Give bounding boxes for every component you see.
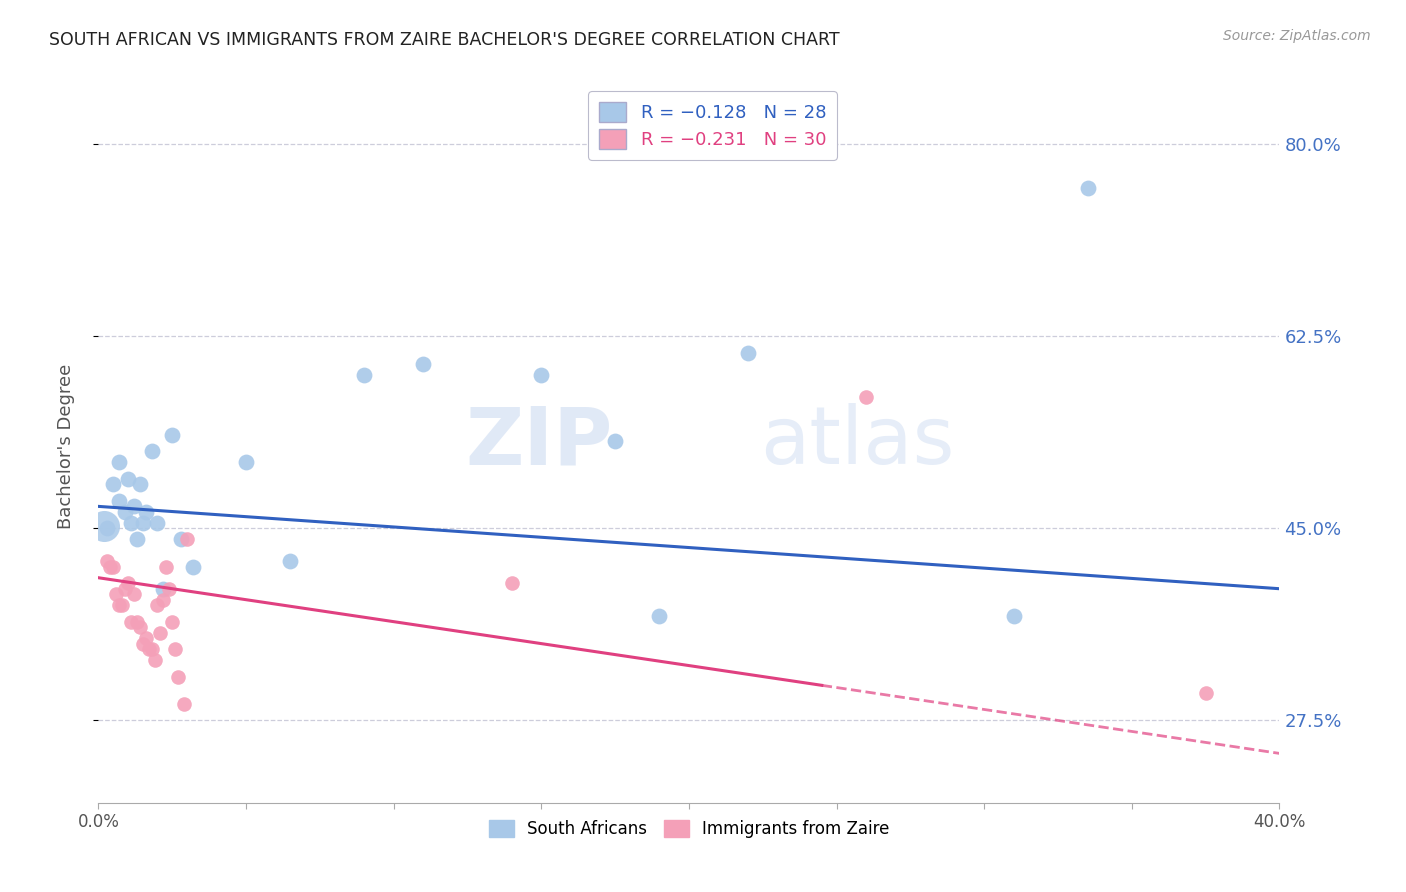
- Point: [173, 697, 195, 711]
- Text: Source: ZipAtlas.com: Source: ZipAtlas.com: [1223, 29, 1371, 43]
- Legend: South Africans, Immigrants from Zaire: South Africans, Immigrants from Zaire: [482, 813, 896, 845]
- Point: [128, 477, 150, 491]
- Point: [98, 559, 121, 574]
- Point: [855, 390, 877, 404]
- Point: [114, 582, 136, 596]
- Point: [135, 631, 157, 645]
- Point: [128, 620, 150, 634]
- Point: [1002, 609, 1025, 624]
- Point: [165, 642, 187, 657]
- Point: [146, 516, 169, 530]
- Point: [162, 428, 183, 442]
- Point: [167, 669, 190, 683]
- Point: [117, 472, 139, 486]
- Point: [155, 559, 177, 574]
- Point: [176, 533, 198, 547]
- Point: [117, 576, 139, 591]
- Y-axis label: Bachelor's Degree: Bachelor's Degree: [56, 363, 75, 529]
- Point: [125, 533, 148, 547]
- Point: [1195, 686, 1218, 700]
- Point: [108, 494, 131, 508]
- Point: [103, 477, 125, 491]
- Point: [93, 519, 115, 533]
- Point: [108, 455, 131, 469]
- Point: [1077, 181, 1099, 195]
- Point: [235, 455, 257, 469]
- Point: [120, 516, 142, 530]
- Point: [120, 615, 142, 629]
- Point: [146, 598, 169, 612]
- Point: [353, 368, 375, 382]
- Point: [96, 521, 118, 535]
- Point: [122, 587, 145, 601]
- Point: [181, 559, 204, 574]
- Point: [114, 505, 136, 519]
- Point: [530, 368, 553, 382]
- Point: [132, 637, 155, 651]
- Point: [501, 576, 523, 591]
- Point: [605, 434, 627, 448]
- Point: [141, 444, 163, 458]
- Point: [141, 642, 163, 657]
- Point: [157, 582, 180, 596]
- Point: [135, 505, 157, 519]
- Point: [122, 500, 145, 514]
- Point: [162, 615, 183, 629]
- Point: [412, 357, 434, 371]
- Point: [152, 582, 174, 596]
- Point: [96, 554, 118, 568]
- Point: [132, 516, 155, 530]
- Point: [152, 592, 174, 607]
- Point: [737, 345, 759, 359]
- Point: [111, 598, 134, 612]
- Point: [648, 609, 671, 624]
- Text: ZIP: ZIP: [465, 403, 612, 482]
- Point: [138, 642, 160, 657]
- Point: [105, 587, 128, 601]
- Point: [143, 653, 166, 667]
- Point: [108, 598, 131, 612]
- Point: [149, 625, 172, 640]
- Point: [170, 533, 193, 547]
- Text: atlas: atlas: [759, 403, 955, 482]
- Point: [125, 615, 148, 629]
- Text: SOUTH AFRICAN VS IMMIGRANTS FROM ZAIRE BACHELOR'S DEGREE CORRELATION CHART: SOUTH AFRICAN VS IMMIGRANTS FROM ZAIRE B…: [49, 31, 839, 49]
- Point: [103, 559, 125, 574]
- Point: [280, 554, 302, 568]
